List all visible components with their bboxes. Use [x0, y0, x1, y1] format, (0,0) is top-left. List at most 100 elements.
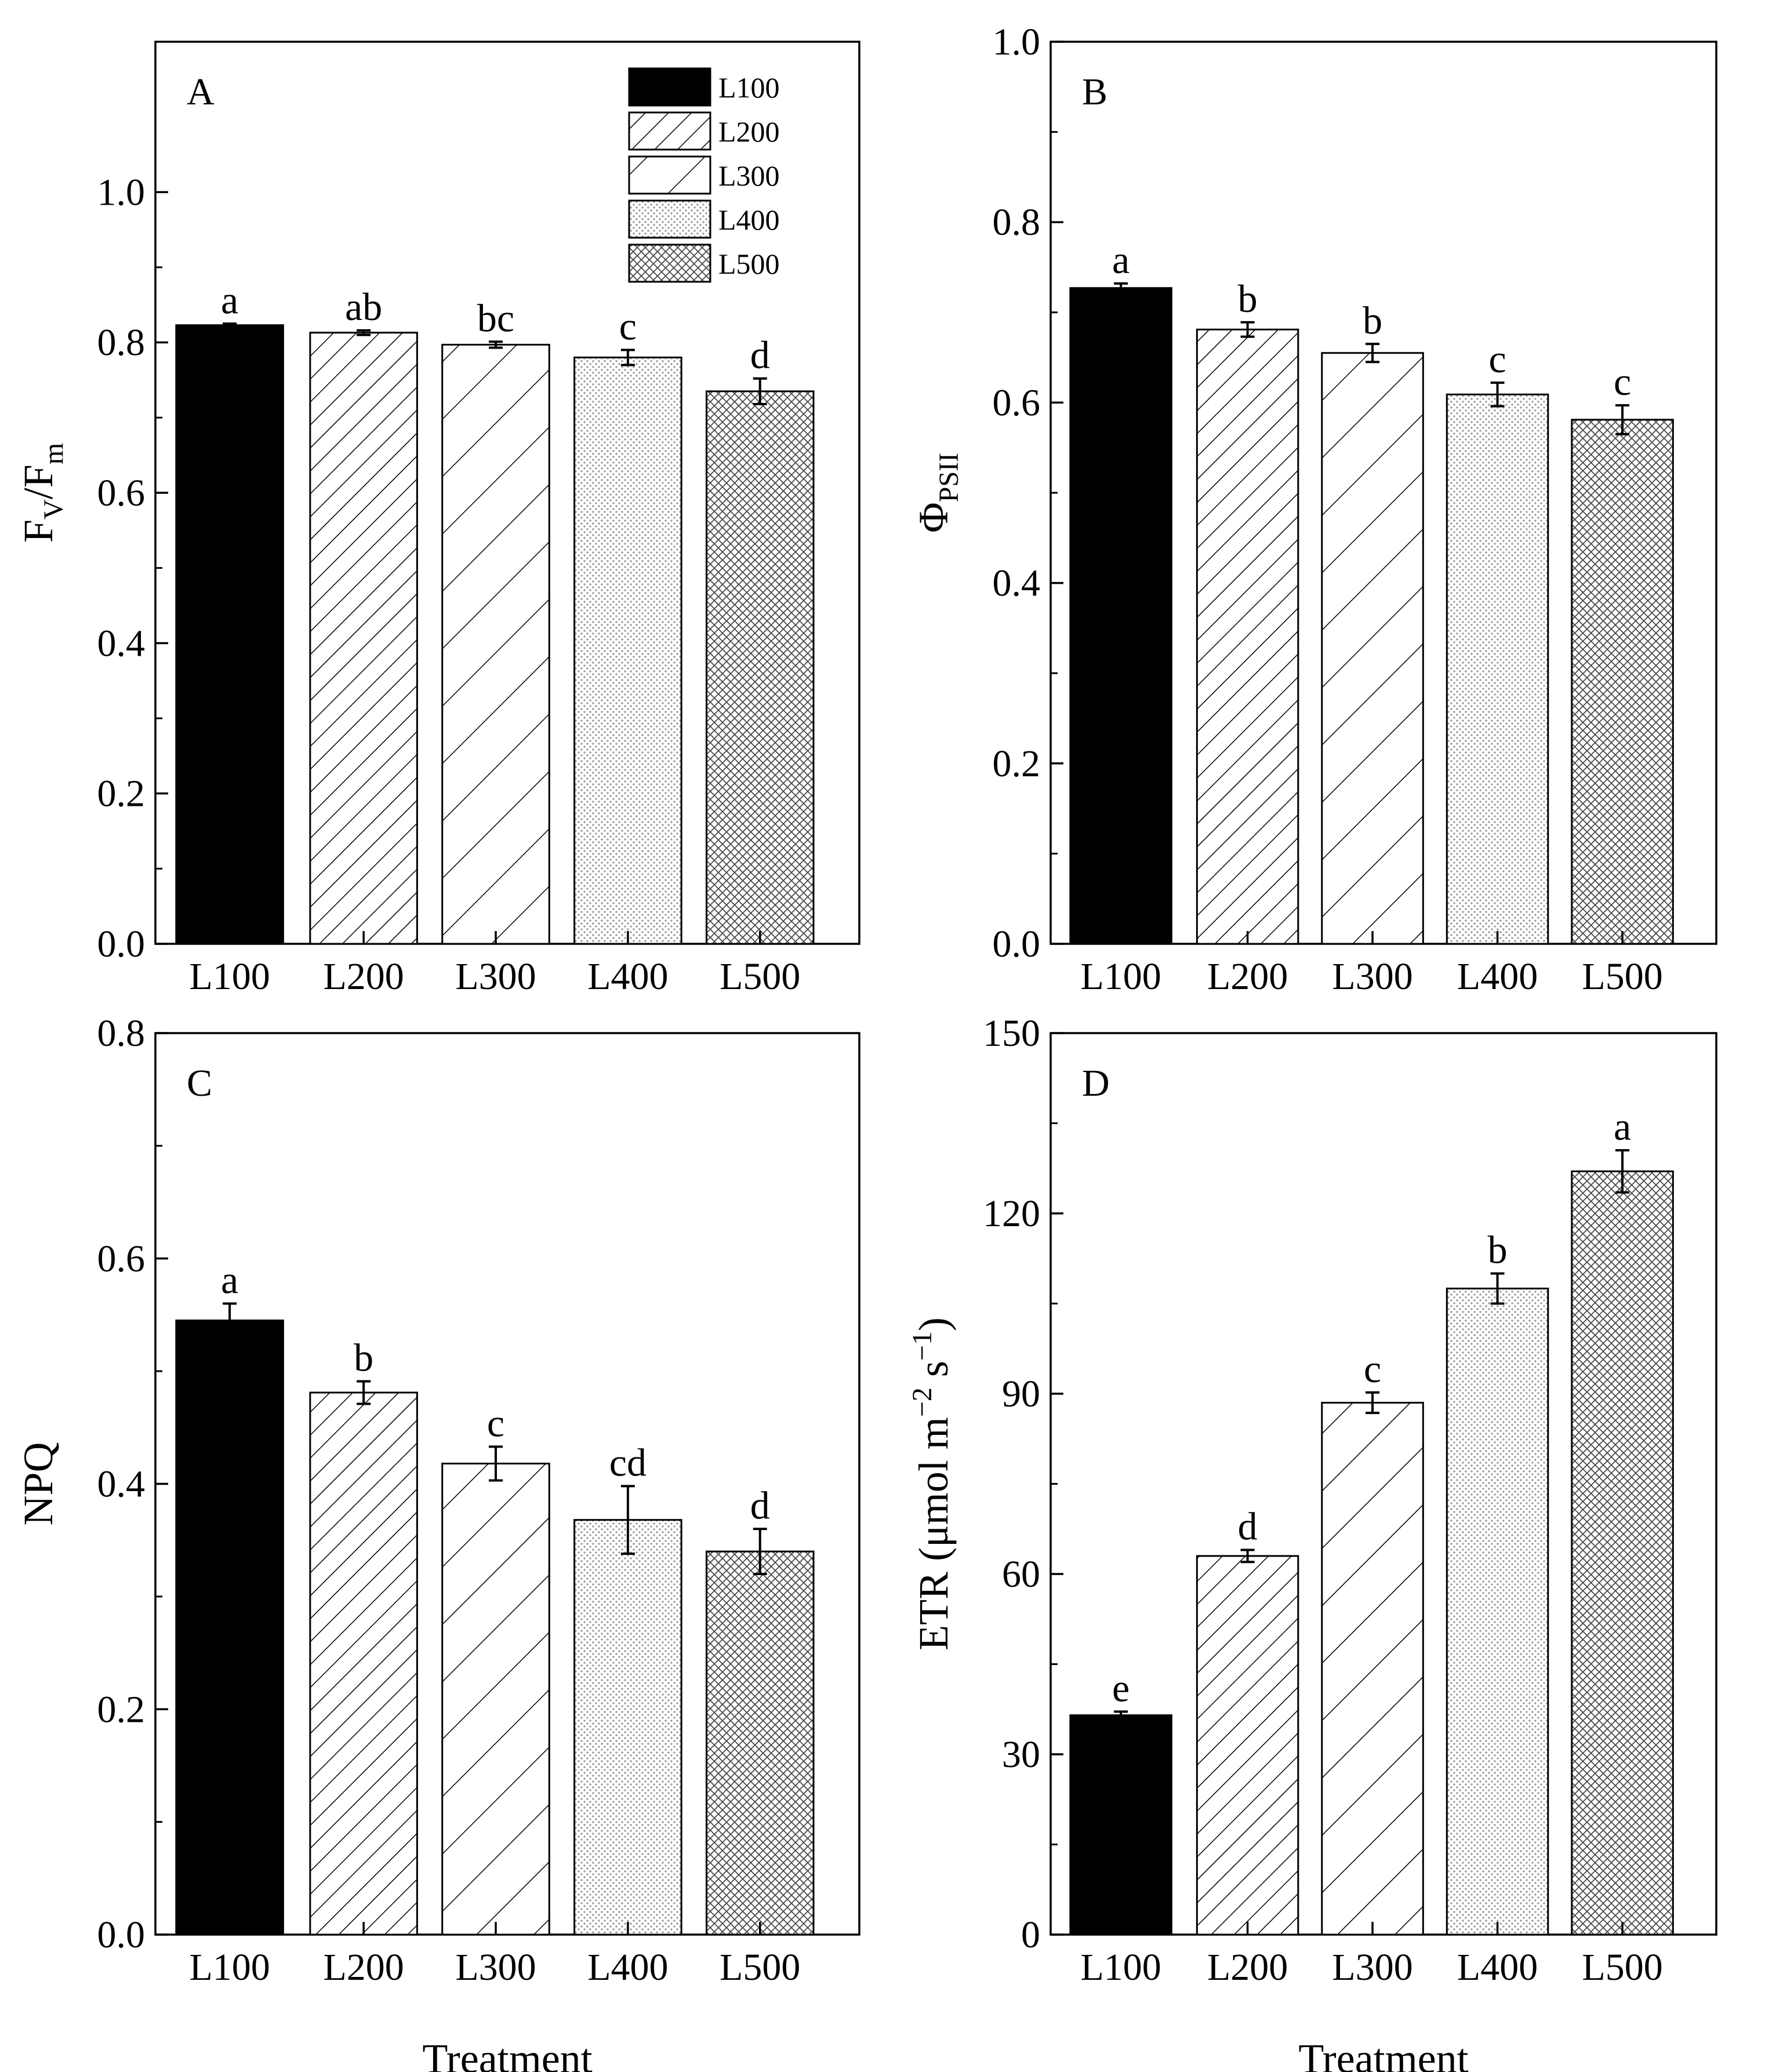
x-tick-label: L400 [1457, 1946, 1538, 1989]
bar-l200 [309, 332, 418, 945]
y-tick-label: 0.8 [993, 201, 1041, 243]
chart-root: 0.0 0.2 0.4 0.6 0.8 1.0 a L100 a b L200 bc L300 c L400… [15, 21, 1717, 2072]
bar-l100 [175, 324, 284, 945]
x-tick-label: L500 [720, 1946, 800, 1989]
legend-swatch-l400 [628, 199, 711, 239]
x-tick-label: L300 [455, 955, 536, 998]
x-tick-label: L400 [1457, 955, 1538, 998]
y-tick-label: 120 [983, 1193, 1040, 1235]
y-axis-title-part: V [38, 499, 69, 519]
significance-label: a [221, 278, 238, 322]
y-tick-label: 0.0 [993, 923, 1041, 965]
legend-swatch-l500 [628, 243, 711, 283]
y-tick-label: 90 [1002, 1373, 1040, 1415]
y-tick-label: 1.0 [97, 171, 146, 213]
significance-label: c [1364, 1347, 1381, 1391]
panel-label: C [187, 1062, 212, 1104]
legend-label: L200 [718, 115, 780, 148]
significance-label: c [1488, 337, 1506, 381]
legend-label: L300 [718, 159, 780, 192]
y-axis-title: ETR (μmol m−2 s−1) [907, 1317, 957, 1651]
y-axis-title-part: ETR (μmol m [910, 1417, 957, 1651]
panel-label: A [187, 71, 215, 113]
y-axis-title-part: F [15, 519, 61, 543]
y-axis-title-part: m [38, 443, 69, 464]
x-tick-label: L500 [1582, 1946, 1662, 1989]
x-axis-title: Treatment [422, 2035, 592, 2072]
y-tick-label: 0.2 [993, 743, 1041, 785]
bar-l100 [175, 1319, 284, 1936]
bar-l400 [1446, 393, 1549, 945]
legend-swatch-l200 [628, 111, 711, 151]
y-tick-label: 150 [983, 1012, 1040, 1055]
bar-l300 [441, 1463, 550, 1936]
bar-l500 [705, 390, 815, 945]
bar-l400 [573, 1519, 682, 1936]
y-axis-title-part: −1 [907, 1331, 938, 1361]
significance-label: c [1614, 359, 1631, 404]
y-axis-title-part: /F [15, 464, 61, 499]
y-tick-label: 30 [1002, 1733, 1040, 1776]
y-axis-title-part: ) [910, 1317, 957, 1331]
y-axis-title-part: −2 [907, 1387, 938, 1417]
y-tick-label: 0.6 [97, 1238, 146, 1280]
significance-label: a [221, 1258, 238, 1302]
y-tick-label: 0.0 [97, 923, 146, 965]
significance-label: bc [477, 296, 514, 340]
y-tick-label: 0.2 [97, 1688, 146, 1731]
bar-l500 [1571, 419, 1674, 945]
significance-label: e [1112, 1666, 1130, 1710]
x-tick-label: L200 [323, 955, 404, 998]
x-tick-label: L300 [1332, 955, 1412, 998]
y-tick-label: 1.0 [993, 21, 1041, 63]
legend-label: L400 [718, 203, 780, 236]
y-tick-label: 0.6 [97, 472, 146, 514]
bar-l200 [1196, 328, 1299, 945]
y-tick-label: 0.4 [97, 1463, 146, 1506]
y-axis-title: NPQ [15, 1442, 61, 1525]
bar-l500 [705, 1550, 815, 1936]
panel-c: 0.0 0.2 0.4 0.6 0.8 a L100 b L200 c L300 cd L400 d L50… [15, 1012, 860, 2072]
bar-l300 [1321, 1402, 1424, 1936]
x-tick-label: L200 [323, 1946, 404, 1989]
significance-label: a [1112, 238, 1130, 282]
y-axis-title: FV/Fm [15, 443, 69, 543]
panel-label: B [1082, 71, 1107, 113]
x-tick-label: L400 [587, 955, 668, 998]
x-tick-label: L300 [455, 1946, 536, 1989]
significance-label: c [619, 304, 637, 348]
x-tick-label: L300 [1332, 1946, 1412, 1989]
panel-label: D [1082, 1062, 1110, 1104]
bar-l100 [1069, 287, 1172, 945]
y-tick-label: 0.0 [97, 1914, 146, 1956]
bar-l500 [1571, 1170, 1674, 1936]
x-tick-label: L100 [189, 955, 270, 998]
significance-label: b [1363, 298, 1382, 342]
y-tick-label: 60 [1002, 1553, 1040, 1595]
bar-l200 [1196, 1555, 1299, 1936]
significance-label: d [750, 1483, 770, 1527]
legend-swatch-l300 [628, 155, 711, 195]
y-tick-label: 0.4 [993, 562, 1041, 605]
x-tick-label: L500 [720, 955, 800, 998]
legend-label: L100 [718, 71, 780, 104]
bar-l300 [1321, 352, 1424, 945]
significance-label: d [1238, 1504, 1258, 1548]
x-tick-label: L200 [1207, 955, 1288, 998]
bar-l300 [441, 344, 550, 945]
panel-b: 0.0 0.2 0.4 0.6 0.8 1.0 a L100 b L200 b L300 c L400 c L… [910, 21, 1717, 998]
bar-l200 [309, 1391, 418, 1936]
y-axis-title-part: PSII [934, 453, 964, 502]
bar-l100 [1069, 1714, 1172, 1936]
legend-label: L500 [718, 248, 780, 280]
legend-swatch-l100 [628, 67, 711, 107]
y-axis-title: ΦPSII [910, 453, 964, 533]
significance-label: a [1614, 1104, 1631, 1148]
significance-label: d [750, 333, 770, 377]
y-tick-label: 0.8 [97, 322, 146, 364]
bar-l400 [1446, 1288, 1549, 1936]
x-tick-label: L100 [189, 1946, 270, 1989]
x-tick-label: L500 [1582, 955, 1662, 998]
y-tick-label: 0.8 [97, 1012, 146, 1055]
